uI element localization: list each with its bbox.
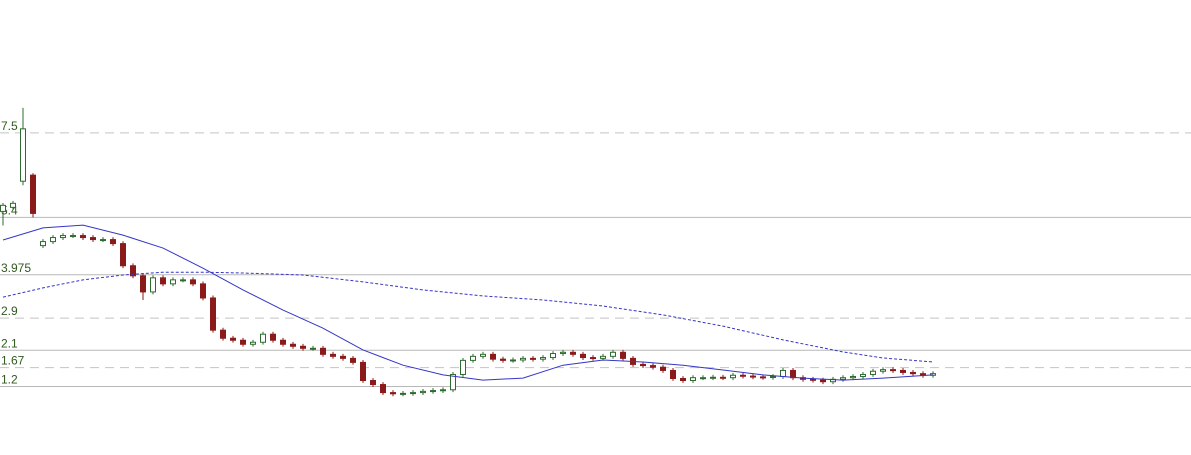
candle-body [720, 376, 726, 379]
candle-body [780, 369, 786, 377]
candle-body [190, 279, 196, 285]
candle-body [580, 353, 586, 359]
candle-body [850, 375, 856, 379]
candle-body [280, 339, 286, 345]
candle-body [330, 353, 336, 357]
candle-body [320, 347, 326, 355]
candle-body [620, 351, 626, 359]
candle-body [820, 379, 826, 383]
candle-body [520, 357, 526, 361]
candle-body [740, 374, 746, 377]
candle-body [450, 373, 456, 391]
candle-body [890, 369, 896, 372]
candle-body [730, 374, 736, 379]
candle-body [430, 390, 436, 393]
candle-body [700, 377, 706, 380]
candle-body [770, 375, 776, 378]
candle-body [910, 371, 916, 375]
candle-body [600, 355, 606, 359]
candle-body [390, 392, 396, 395]
candle-body [900, 369, 906, 373]
candle-body [90, 237, 96, 241]
moving-average-line [2, 224, 934, 381]
candle-body [540, 357, 546, 360]
candle-body [420, 390, 426, 394]
candle-body [120, 243, 126, 267]
candle-body [210, 297, 216, 331]
candle-body [200, 283, 206, 299]
candle-body [840, 377, 846, 380]
candle-body [690, 377, 696, 382]
candle-body [340, 355, 346, 359]
candle-body [460, 359, 466, 375]
candle-body [560, 351, 566, 355]
candle-body [290, 343, 296, 347]
candle-body [150, 277, 156, 293]
candle-body [660, 366, 666, 371]
candle-body [590, 357, 596, 360]
candle-body [470, 355, 476, 361]
candle-body [310, 347, 316, 350]
candle-body [490, 353, 496, 360]
candle-body [710, 376, 716, 379]
candle-body [370, 380, 376, 386]
candle-body [140, 275, 146, 293]
candle-body [410, 392, 416, 395]
candle-body [640, 363, 646, 367]
y-tick-label: 1.67 [1, 354, 25, 368]
candle-body [550, 353, 556, 359]
candle-body [230, 337, 236, 341]
candle-body [130, 265, 136, 277]
candle-body [50, 237, 56, 243]
candle-body [510, 359, 516, 362]
candle-body [10, 202, 16, 208]
y-tick-label: 2.9 [1, 304, 18, 318]
candle-body [170, 279, 176, 285]
candle-body [160, 277, 166, 285]
candle-body [60, 235, 66, 239]
candle-body [30, 174, 36, 214]
candle-body [810, 378, 816, 381]
candle-body [790, 369, 796, 379]
candle-body [650, 365, 656, 368]
candle-body [300, 345, 306, 349]
candle-body [360, 361, 366, 382]
candle-body [180, 279, 186, 282]
candle-body [670, 369, 676, 379]
candle-body [870, 370, 876, 375]
candle-body [20, 128, 26, 182]
candle-body [530, 357, 536, 360]
candle-body [680, 377, 686, 382]
y-tick-label: 1.2 [1, 373, 18, 387]
candle-body [0, 204, 6, 212]
candle-body [270, 333, 276, 341]
candle-body [100, 239, 106, 242]
candle-body [570, 351, 576, 355]
candle-body [880, 369, 886, 372]
candle-body [380, 384, 386, 394]
candle-body [860, 373, 866, 377]
candle-body [500, 358, 506, 361]
candle-body [110, 239, 116, 245]
candle-body [400, 392, 406, 395]
candle-body [350, 357, 356, 363]
candle-body [70, 235, 76, 238]
y-tick-label: 2.1 [1, 336, 18, 350]
candle-body [80, 235, 86, 239]
candle-body [440, 389, 446, 392]
y-tick-label: 3.975 [1, 261, 31, 275]
candle-body [760, 376, 766, 379]
y-tick-label: 7.5 [1, 119, 18, 133]
candle-body [260, 333, 266, 343]
candle-body [240, 339, 246, 345]
candle-body [750, 375, 756, 378]
candle-body [610, 351, 616, 357]
candle-body [40, 241, 46, 247]
candle-body [220, 329, 226, 339]
moving-average-line [2, 271, 934, 363]
candle-body [250, 341, 256, 345]
candle-body [480, 353, 486, 357]
